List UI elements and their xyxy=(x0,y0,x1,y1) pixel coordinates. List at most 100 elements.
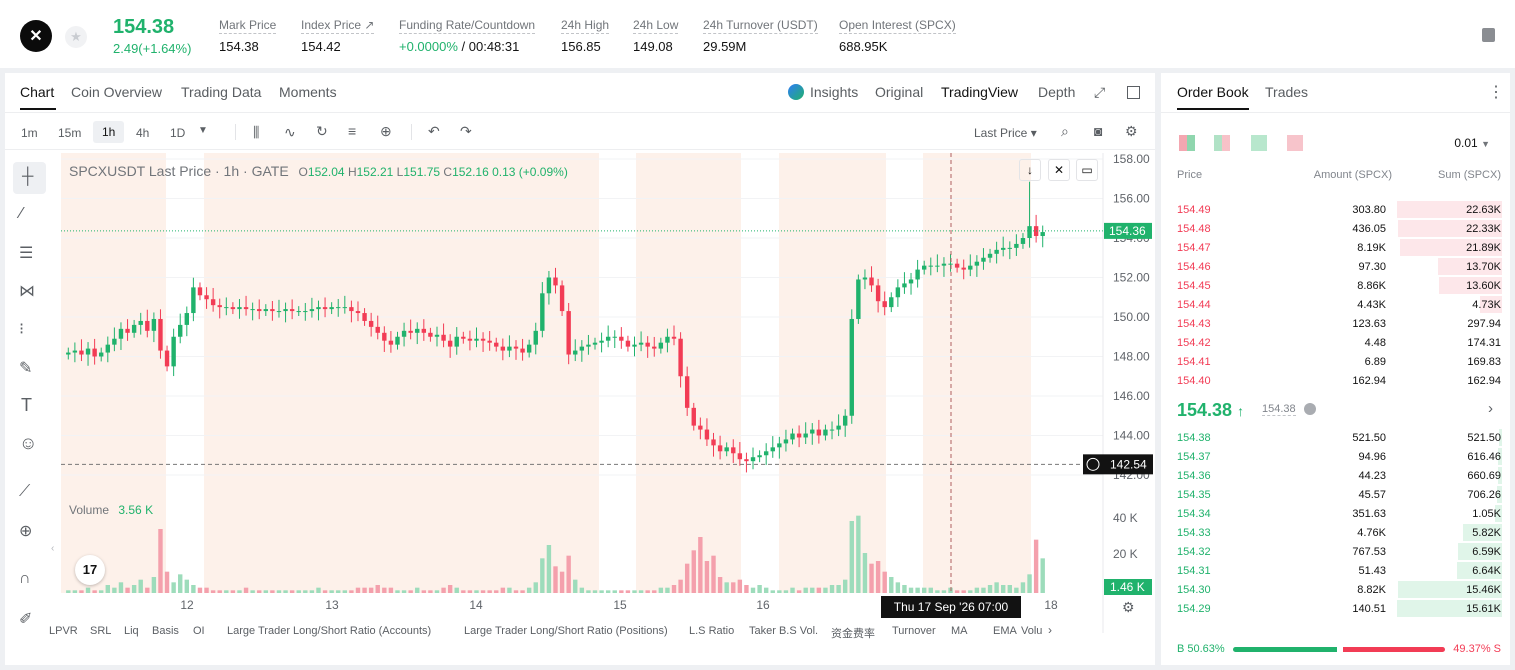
bid-row[interactable]: 154.37 94.96 616.46 xyxy=(1161,447,1510,466)
projection-tool-icon[interactable]: ⁝ xyxy=(19,321,25,338)
indicator-item[interactable]: Volu xyxy=(1021,625,1043,637)
indicator-item[interactable]: Large Trader Long/Short Ratio (Positions… xyxy=(464,625,668,637)
indicators-icon[interactable]: ∿ xyxy=(284,124,296,140)
ask-row[interactable]: 154.45 8.86K 13.60K xyxy=(1161,276,1510,295)
stat-funding-rate[interactable]: Funding Rate/Countdown +0.0000% / 00:48:3… xyxy=(399,18,536,54)
trendline-tool-icon[interactable]: ⁄ xyxy=(20,205,23,222)
bid-row[interactable]: 154.34 351.63 1.05K xyxy=(1161,504,1510,523)
fib-tool-icon[interactable]: ☰ xyxy=(19,245,34,262)
indicator-item[interactable]: 资金费率 xyxy=(831,628,875,640)
maximize-icon[interactable]: ▭ xyxy=(1076,159,1098,181)
indicator-item[interactable]: SRL xyxy=(90,625,112,637)
tab-moments[interactable]: Moments xyxy=(279,84,337,100)
interval-1m[interactable]: 1m xyxy=(21,126,38,140)
bid-row[interactable]: 154.30 8.82K 15.46K xyxy=(1161,580,1510,599)
interval-dropdown-icon[interactable]: ▼ xyxy=(198,125,208,136)
tab-chart[interactable]: Chart xyxy=(20,84,55,100)
candle-body xyxy=(467,338,473,341)
tab-coin-overview[interactable]: Coin Overview xyxy=(71,84,163,100)
ask-row[interactable]: 154.44 4.43K 4.73K xyxy=(1161,295,1510,314)
stat-mark-price[interactable]: Mark Price 154.38 xyxy=(219,18,277,54)
settings-gear-icon[interactable]: ⚙ xyxy=(1125,123,1138,139)
candle-type-icon[interactable]: ⫼ xyxy=(253,124,260,140)
magnet-icon[interactable]: ∩ xyxy=(19,570,31,587)
tab-order-book[interactable]: Order Book xyxy=(1177,84,1249,100)
indicator-item[interactable]: Basis xyxy=(152,625,179,637)
indicator-item[interactable]: MA xyxy=(951,625,968,637)
mid-detail-chevron-icon[interactable]: › xyxy=(1488,400,1493,417)
indicator-item[interactable]: L.S Ratio xyxy=(689,625,735,637)
price-type-select[interactable]: Last Price ▾ xyxy=(974,126,1037,140)
view-bids-icon[interactable] xyxy=(1251,135,1267,151)
lock-drawing-icon[interactable]: ✐ xyxy=(19,611,33,628)
interval-1h[interactable]: 1h xyxy=(93,121,125,143)
collapse-toolbar-icon[interactable]: ‹ xyxy=(51,543,55,554)
bid-row[interactable]: 154.32 767.53 6.59K xyxy=(1161,542,1510,561)
tab-tradingview[interactable]: TradingView xyxy=(941,84,1019,100)
ask-row[interactable]: 154.41 6.89 169.83 xyxy=(1161,352,1510,371)
ask-row[interactable]: 154.43 123.63 297.94 xyxy=(1161,314,1510,333)
collapse-icon[interactable]: ✕ xyxy=(1048,159,1070,181)
bid-row[interactable]: 154.31 51.43 6.64K xyxy=(1161,561,1510,580)
indicator-item[interactable]: Taker B.S Vol. xyxy=(749,625,819,637)
bid-row[interactable]: 154.36 44.23 660.69 xyxy=(1161,466,1510,485)
volume-bar xyxy=(467,590,473,593)
volume-bar xyxy=(1007,585,1012,593)
alert-add-icon[interactable]: ⊕ xyxy=(380,123,392,139)
interval-1d[interactable]: 1D xyxy=(170,126,186,140)
bid-row[interactable]: 154.29 140.51 15.61K xyxy=(1161,599,1510,618)
search-icon[interactable]: ⌕ xyxy=(1061,123,1069,139)
more-options-icon[interactable]: ⋮ xyxy=(1488,84,1504,101)
undo-icon[interactable]: ↶ xyxy=(428,123,440,139)
brush-tool-icon[interactable]: ✎ xyxy=(19,360,33,377)
bid-row[interactable]: 154.35 45.57 706.26 xyxy=(1161,485,1510,504)
zoom-in-icon[interactable]: ⊕ xyxy=(19,523,33,540)
interval-4h[interactable]: 4h xyxy=(136,126,150,140)
camera-icon[interactable]: ◙ xyxy=(1094,123,1103,139)
indicator-item[interactable]: LPVR xyxy=(49,625,78,637)
tradingview-logo[interactable]: 17 xyxy=(75,555,105,585)
view-asks-icon[interactable] xyxy=(1287,135,1303,151)
compare-icon[interactable]: ↻ xyxy=(316,123,328,139)
expand-icon[interactable]: ⤢ xyxy=(1094,84,1106,100)
tab-original[interactable]: Original xyxy=(875,84,924,100)
precision-select[interactable]: 0.01 ▼ xyxy=(1454,136,1490,150)
pattern-tool-icon[interactable]: ⋈ xyxy=(19,283,35,300)
chart-settings-icon[interactable]: ⚙ xyxy=(1122,599,1135,615)
scroll-down-icon[interactable]: ↓ xyxy=(1019,159,1041,181)
indicator-next-icon[interactable]: › xyxy=(1048,623,1052,637)
indicator-item[interactable]: OI xyxy=(193,625,205,637)
text-tool-icon[interactable]: T xyxy=(21,395,32,415)
layout-icon[interactable] xyxy=(1127,86,1140,99)
ask-row[interactable]: 154.48 436.05 22.33K xyxy=(1161,219,1510,238)
stat-open-interest[interactable]: Open Interest (SPCX) 688.95K xyxy=(839,18,956,54)
ask-row[interactable]: 154.46 97.30 13.70K xyxy=(1161,257,1510,276)
bid-row[interactable]: 154.38 521.50 521.50 xyxy=(1161,428,1510,447)
templates-icon[interactable]: ≡ xyxy=(348,123,357,139)
view-alt-icon[interactable] xyxy=(1214,135,1230,151)
tab-trading-data[interactable]: Trading Data xyxy=(181,84,262,100)
interval-15m[interactable]: 15m xyxy=(58,126,82,140)
tab-trades[interactable]: Trades xyxy=(1265,84,1309,100)
indicator-item[interactable]: EMA xyxy=(993,625,1017,637)
redo-icon[interactable]: ↷ xyxy=(460,123,472,139)
indicator-item[interactable]: Large Trader Long/Short Ratio (Accounts) xyxy=(227,625,432,637)
ask-row[interactable]: 154.49 303.80 22.63K xyxy=(1161,200,1510,219)
ask-row[interactable]: 154.40 162.94 162.94 xyxy=(1161,371,1510,390)
indicator-item[interactable]: Liq xyxy=(124,625,139,637)
ask-row[interactable]: 154.42 4.48 174.31 xyxy=(1161,333,1510,352)
emoji-tool-icon[interactable]: ☺ xyxy=(19,433,38,453)
candlestick-chart[interactable]: 158.00156.00154.00152.00150.00148.00146.… xyxy=(61,153,1155,633)
crosshair-tool[interactable]: ┼ xyxy=(13,162,46,194)
favorite-star-icon[interactable]: ★ xyxy=(65,26,87,48)
view-both-icon[interactable] xyxy=(1179,135,1195,151)
guide-book-icon[interactable] xyxy=(1482,28,1495,42)
tab-insights[interactable]: Insights xyxy=(810,84,859,100)
stat-index-price[interactable]: Index Price ↗ 154.42 xyxy=(301,18,375,54)
ruler-tool-icon[interactable]: ⟋ xyxy=(19,483,31,500)
ask-row[interactable]: 154.47 8.19K 21.89K xyxy=(1161,238,1510,257)
bid-row[interactable]: 154.33 4.76K 5.82K xyxy=(1161,523,1510,542)
indicator-item[interactable]: Turnover xyxy=(892,625,936,637)
tab-depth[interactable]: Depth xyxy=(1038,84,1076,100)
order-sum: 174.31 xyxy=(1467,337,1501,349)
